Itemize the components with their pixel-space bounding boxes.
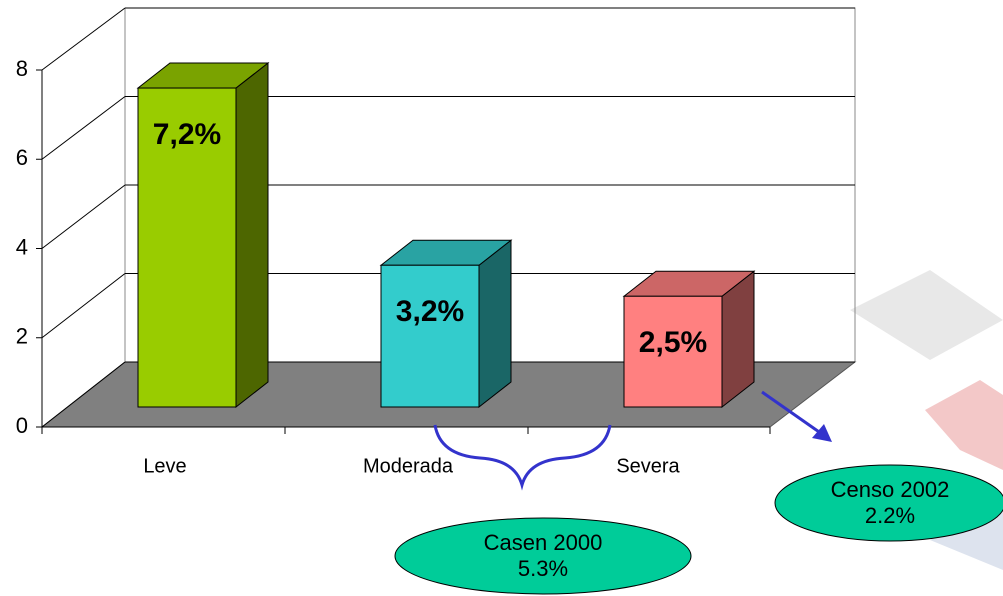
grid-line (41, 273, 126, 339)
annotation-text: Censo 2002 (831, 477, 950, 502)
bar (380, 264, 480, 408)
y-tick-label: 0 (16, 413, 28, 438)
annotation-bubble (774, 464, 1003, 542)
x-tick-label: Severa (616, 455, 680, 477)
grid-line (41, 361, 126, 428)
grid-line (41, 7, 126, 71)
arrow (761, 390, 823, 436)
y-tick-label: 8 (16, 56, 28, 81)
annotation-bubble (394, 517, 692, 595)
grid-line (41, 96, 126, 160)
bar (623, 295, 723, 408)
annotation-text: Casen 2000 (484, 530, 603, 555)
y-tick-label: 2 (16, 324, 28, 349)
x-tick-label: Moderada (363, 455, 454, 477)
decoration (850, 270, 1003, 360)
bar-side (235, 62, 269, 409)
arrowhead (812, 424, 832, 442)
decoration (925, 380, 1003, 470)
bar-side (478, 239, 512, 409)
value-label: 2,5% (639, 326, 707, 359)
bar (137, 87, 237, 408)
annotation-text: 5.3% (518, 556, 568, 581)
grid-line (41, 184, 126, 249)
value-label: 3,2% (396, 295, 464, 328)
x-tick-label: Leve (143, 455, 186, 477)
annotation-text: 2.2% (865, 503, 915, 528)
brace (433, 424, 612, 491)
value-label: 7,2% (153, 118, 221, 151)
y-tick-label: 6 (16, 145, 28, 170)
y-tick-label: 4 (16, 234, 28, 259)
